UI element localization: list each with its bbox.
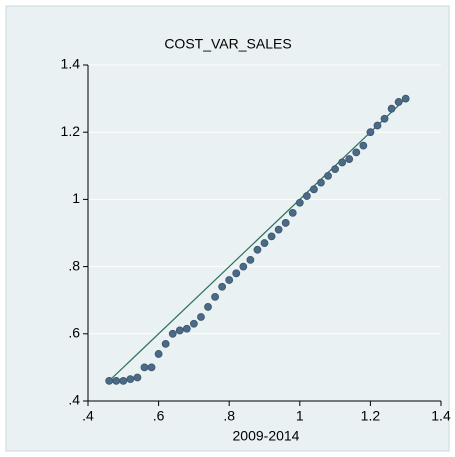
y-tick-label: 1.2 — [61, 123, 81, 139]
point — [380, 114, 389, 123]
point — [387, 104, 396, 113]
point — [182, 324, 191, 333]
point — [211, 292, 219, 301]
y-tick-label: .8 — [68, 257, 80, 273]
point — [295, 198, 304, 207]
point — [147, 363, 156, 372]
point — [401, 94, 410, 103]
point — [260, 239, 269, 247]
x-tick-label: 1.2 — [361, 408, 381, 424]
point — [373, 121, 382, 130]
point — [366, 128, 375, 137]
point — [197, 313, 205, 321]
x-tick-label: .6 — [153, 408, 165, 424]
point — [225, 276, 234, 284]
y-tick-label: 1.4 — [61, 56, 81, 72]
point — [274, 225, 283, 234]
point — [288, 208, 297, 217]
point — [133, 373, 142, 382]
y-tick-label: 1 — [72, 190, 80, 206]
point — [345, 155, 354, 163]
point — [105, 376, 114, 385]
point — [204, 303, 212, 311]
point — [232, 269, 241, 278]
point — [281, 219, 290, 227]
chart-title: COST_VAR_SALES — [164, 36, 291, 52]
point — [253, 245, 262, 254]
point — [359, 141, 368, 150]
x-tick-label: 1 — [296, 408, 304, 424]
point — [161, 339, 170, 348]
point — [331, 165, 340, 174]
point — [175, 326, 184, 335]
point — [154, 350, 163, 358]
point — [352, 148, 361, 157]
point — [394, 98, 403, 106]
x-axis-label: 2009-2014 — [233, 428, 300, 444]
point — [324, 171, 332, 180]
point — [246, 255, 255, 264]
point — [126, 375, 135, 384]
x-tick-label: 1.4 — [431, 408, 451, 424]
point — [338, 158, 347, 167]
point — [302, 192, 311, 200]
point — [310, 185, 318, 194]
background — [5, 5, 450, 452]
y-tick-label: .6 — [68, 325, 80, 341]
point — [112, 376, 121, 385]
point — [140, 363, 149, 372]
y-tick-label: .4 — [68, 392, 80, 408]
point — [218, 282, 227, 291]
point — [189, 319, 198, 328]
point — [119, 376, 128, 385]
reference-line — [108, 98, 407, 382]
point — [239, 262, 248, 271]
point — [267, 232, 276, 241]
point — [168, 329, 177, 338]
x-tick-label: .4 — [82, 408, 94, 424]
x-tick-label: .8 — [223, 408, 235, 424]
point — [317, 178, 325, 187]
